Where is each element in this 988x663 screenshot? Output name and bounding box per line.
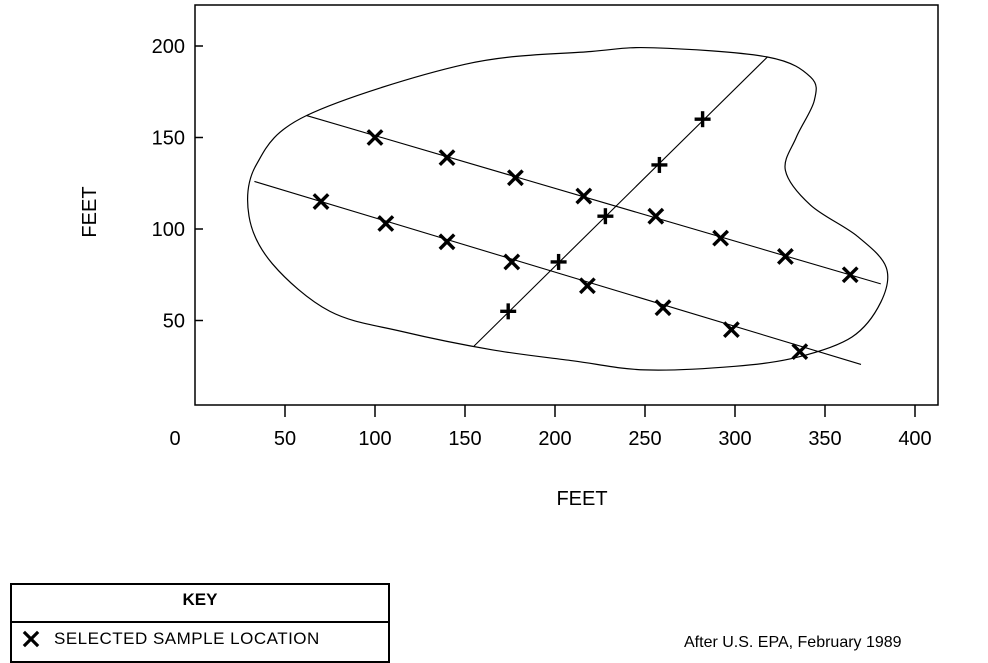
- axis-ticks-layer: 50 100 150 200 250 300 350 400 50 100 150 200: [152, 36, 932, 450]
- legend-title: KEY: [182, 590, 218, 609]
- sample-x-marker: [841, 266, 859, 284]
- x-axis-origin-label: 0: [169, 428, 180, 450]
- sample-x-marker: [575, 187, 593, 205]
- x-tick-label: 250: [628, 428, 661, 450]
- transect-line: [254, 180, 862, 365]
- sample-x-marker: [503, 253, 521, 271]
- marker-stroke: [578, 277, 596, 295]
- x-tick-label: 350: [808, 428, 841, 450]
- marker-stroke: [438, 233, 456, 251]
- legend-divider: [12, 621, 388, 623]
- marker-stroke: [438, 149, 456, 167]
- y-axis-title: FEET: [79, 186, 101, 237]
- legend-item-label: SELECTED SAMPLE LOCATION: [54, 629, 320, 648]
- sample-x-marker: [647, 207, 665, 225]
- y-tick-label: 150: [152, 128, 185, 150]
- x-tick-label: 150: [448, 428, 481, 450]
- marker-stroke: [366, 129, 384, 146]
- x-tick-label: 300: [718, 428, 751, 450]
- sample-x-marker: [312, 193, 330, 210]
- marker-stroke: [776, 248, 794, 265]
- chart-svg: 50 100 150 200 250 300 350 400 50 100 150 200 0 FEE…: [79, 4, 939, 510]
- marker-stroke: [575, 187, 593, 205]
- sample-x-marker: [377, 215, 395, 232]
- sample-plus-marker: [550, 253, 567, 270]
- marker-stroke: [722, 321, 740, 339]
- transect-lines-layer: [254, 56, 881, 365]
- marker-stroke: [377, 215, 395, 232]
- sample-x-marker: [654, 299, 672, 317]
- sample-markers-layer: [312, 111, 859, 361]
- site-boundary-layer: [246, 46, 889, 371]
- marker-stroke: [503, 253, 521, 271]
- sample-plus-marker: [500, 303, 517, 320]
- x-tick-label: 100: [358, 428, 391, 450]
- marker-stroke: [654, 299, 672, 317]
- sample-x-marker: [776, 248, 794, 265]
- plot-frame: [194, 4, 939, 406]
- x-tick-label: 400: [898, 428, 931, 450]
- legend-key-box: KEY SELECTED SAMPLE LOCATION: [10, 583, 390, 663]
- x-axis-title: FEET: [556, 488, 607, 510]
- y-tick-label: 100: [152, 219, 185, 241]
- sample-x-marker: [578, 277, 596, 295]
- marker-stroke: [312, 193, 330, 210]
- marker-stroke: [506, 169, 524, 187]
- sample-x-marker: [438, 149, 456, 167]
- marker-stroke: [712, 229, 730, 247]
- marker-stroke: [841, 266, 859, 284]
- sample-plus-marker: [651, 156, 668, 173]
- sample-x-marker: [791, 343, 809, 361]
- site-boundary: [246, 46, 889, 371]
- marker-stroke: [647, 207, 665, 225]
- y-tick-label: 200: [152, 36, 185, 58]
- x-tick-label: 200: [538, 428, 571, 450]
- sample-x-marker: [712, 229, 730, 247]
- sample-x-marker: [366, 129, 384, 146]
- sample-x-marker: [438, 233, 456, 251]
- transect-line: [473, 56, 768, 347]
- sample-plus-marker: [694, 111, 711, 128]
- x-tick-label: 50: [274, 428, 296, 450]
- y-tick-label: 50: [163, 311, 185, 333]
- plot-border: [194, 4, 939, 406]
- marker-stroke: [791, 343, 809, 361]
- source-note: After U.S. EPA, February 1989: [684, 634, 902, 651]
- sample-x-marker: [722, 321, 740, 339]
- sample-x-marker: [506, 169, 524, 187]
- x-marker-icon: [22, 630, 40, 648]
- legend-item: SELECTED SAMPLE LOCATION: [22, 629, 320, 649]
- sample-plus-marker: [597, 208, 614, 225]
